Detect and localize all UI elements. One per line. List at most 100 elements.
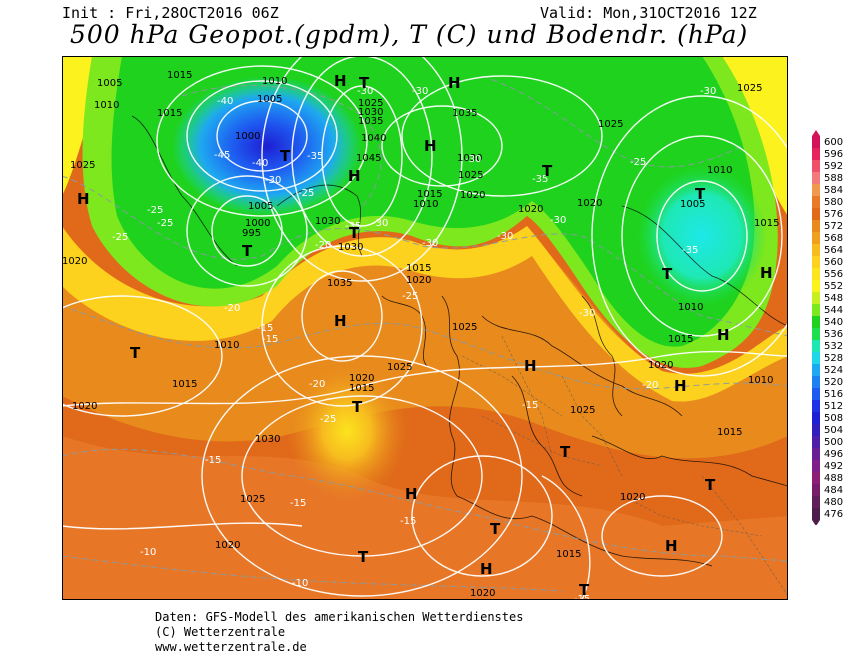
- scale-swatch: [812, 208, 820, 220]
- scale-swatch: [812, 316, 820, 328]
- pressure-label: 1030: [457, 153, 482, 164]
- pressure-label: 1020: [518, 204, 543, 215]
- pressure-label: 1035: [358, 116, 383, 127]
- scale-swatches: [812, 130, 820, 525]
- scale-swatch: [812, 232, 820, 244]
- pressure-label: 1020: [460, 190, 485, 201]
- credits-data-source: Daten: GFS-Modell des amerikanischen Wet…: [155, 610, 524, 624]
- temperature-label: -30: [579, 308, 595, 319]
- temperature-label: -30: [465, 154, 481, 165]
- temperature-label: -30: [412, 86, 428, 97]
- temperature-label: -25: [320, 414, 336, 425]
- pressure-label: 1020: [620, 492, 645, 503]
- pressure-label: 1005: [248, 201, 273, 212]
- temperature-label: -15: [522, 400, 538, 411]
- temperature-label: -30: [372, 218, 388, 229]
- scale-label: 536: [824, 329, 843, 340]
- high-pressure-marker: H: [674, 377, 687, 395]
- scale-swatch: [812, 376, 820, 388]
- low-pressure-marker: T: [579, 581, 590, 599]
- temperature-label: -30: [265, 175, 281, 186]
- pressure-label: 1005: [257, 94, 282, 105]
- scale-swatch: [812, 172, 820, 184]
- pressure-label: 1025: [458, 170, 483, 181]
- pressure-label: 1040: [361, 133, 386, 144]
- temperature-label: -30: [550, 215, 566, 226]
- scale-label: 504: [824, 425, 843, 436]
- high-pressure-marker: H: [665, 537, 678, 555]
- high-pressure-marker: H: [405, 485, 418, 503]
- high-pressure-marker: H: [717, 326, 730, 344]
- temperature-label: -15: [574, 594, 590, 600]
- cold-core-east: [637, 166, 767, 306]
- pressure-label: 1020: [470, 588, 495, 599]
- high-pressure-marker: H: [334, 72, 347, 90]
- high-pressure-marker: H: [424, 137, 437, 155]
- temperature-label: -15: [290, 498, 306, 509]
- low-pressure-marker: T: [662, 265, 673, 283]
- scale-swatch: [812, 256, 820, 268]
- pressure-label: 1015: [417, 189, 442, 200]
- scale-label: 480: [824, 497, 843, 508]
- credits-website[interactable]: www.wetterzentrale.de: [155, 640, 307, 654]
- pressure-label: 1035: [327, 278, 352, 289]
- pressure-label: 1025: [358, 98, 383, 109]
- temperature-label: -15: [257, 323, 273, 334]
- pressure-label: 1045: [356, 153, 381, 164]
- scale-label: 524: [824, 365, 843, 376]
- temperature-label: -35: [307, 151, 323, 162]
- scale-swatch: [812, 184, 820, 196]
- isobars: [62, 56, 788, 600]
- low-pressure-marker: T: [358, 548, 369, 566]
- scale-label: 560: [824, 257, 843, 268]
- low-pressure-marker: T: [542, 162, 553, 180]
- scale-bottom-arrow: [812, 520, 820, 525]
- low-pressure-marker: T: [130, 344, 141, 362]
- pressure-label: 1010: [678, 302, 703, 313]
- scale-label: 564: [824, 245, 843, 256]
- pressure-labels: 1005101510101005101010151000102510251030…: [62, 70, 779, 599]
- chart-title: 500 hPa Geopot.(gpdm), T (C) und Bodendr…: [70, 20, 749, 49]
- temperature-label: -20: [224, 303, 240, 314]
- warm-region-bottom: [62, 436, 788, 600]
- high-pressure-marker: H: [524, 357, 537, 375]
- pressure-label: 1010: [214, 340, 239, 351]
- pressure-label: 1015: [556, 549, 581, 560]
- scale-label: 572: [824, 221, 843, 232]
- temperature-label: -20: [642, 380, 658, 391]
- pressure-label: 1025: [598, 119, 623, 130]
- pressure-label: 1010: [94, 100, 119, 111]
- temperature-label: -30: [357, 86, 373, 97]
- scale-label: 484: [824, 485, 843, 496]
- scale-swatch: [812, 364, 820, 376]
- pressure-label: 1015: [717, 427, 742, 438]
- coastlines: [131, 115, 788, 567]
- scale-swatch: [812, 436, 820, 448]
- pressure-label: 1025: [70, 160, 95, 171]
- temperature-label: -25: [147, 205, 163, 216]
- pressure-label: 1015: [668, 334, 693, 345]
- temperature-label: -35: [532, 174, 548, 185]
- low-pressure-marker: T: [352, 398, 363, 416]
- warm-core: [287, 361, 407, 501]
- pressure-label: 1025: [452, 322, 477, 333]
- scale-label: 516: [824, 389, 843, 400]
- high-pressure-marker: H: [760, 264, 773, 282]
- temperature-label: -25: [402, 291, 418, 302]
- scale-swatch: [812, 244, 820, 256]
- low-pressure-marker: T: [695, 185, 706, 203]
- temperature-label: -25: [157, 218, 173, 229]
- low-pressure-marker: T: [490, 520, 501, 538]
- pressure-label: 1005: [680, 199, 705, 210]
- scale-swatch: [812, 388, 820, 400]
- pressure-label: 1030: [315, 216, 340, 227]
- temperature-label: -30: [497, 231, 513, 242]
- scale-label: 596: [824, 149, 843, 160]
- pressure-label: 1020: [648, 360, 673, 371]
- pressure-label: 1015: [172, 379, 197, 390]
- credits: Daten: GFS-Modell des amerikanischen Wet…: [155, 610, 523, 655]
- valid-time: Valid: Mon,31OCT2016 12Z: [540, 4, 757, 22]
- scale-label: 512: [824, 401, 843, 412]
- temperature-label: -40: [252, 158, 268, 169]
